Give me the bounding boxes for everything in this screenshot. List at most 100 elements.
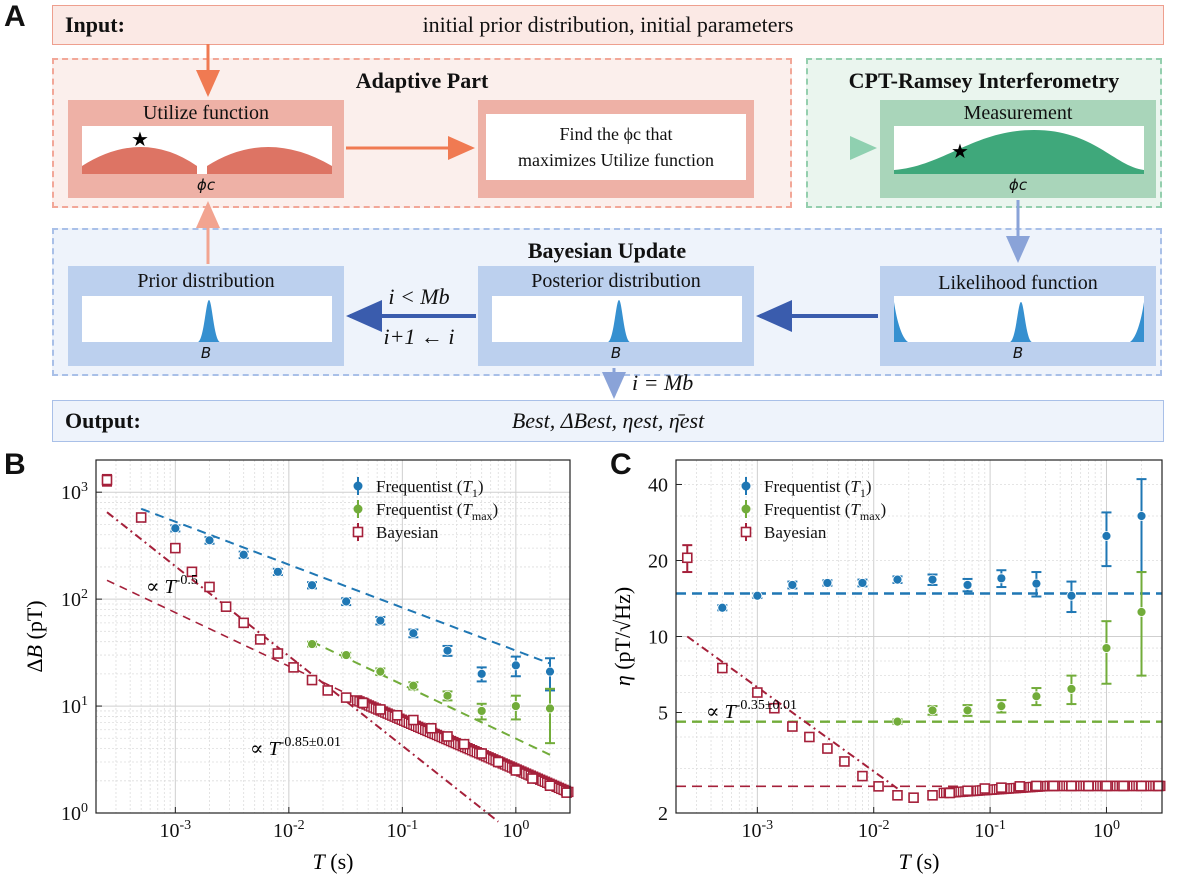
legend-label: Frequentist (T1) — [376, 477, 484, 500]
adaptive-title: Adaptive Part — [355, 68, 489, 93]
fit-line — [686, 635, 899, 790]
series-2-point — [527, 773, 538, 784]
series-2-point — [357, 697, 369, 709]
series-2-point — [391, 709, 403, 721]
y-axis-unit: (pT/√Hz) — [610, 587, 635, 675]
series-2-point — [681, 552, 693, 564]
x-tick-label-exp: 0 — [522, 818, 529, 833]
series-2-point — [272, 648, 284, 659]
x-tick-label-base: 10 — [387, 820, 407, 842]
series-0-point — [545, 666, 555, 677]
x-tick-label: 100 — [1093, 818, 1120, 842]
series-2-point — [1153, 780, 1164, 792]
star-icon: ★ — [951, 141, 969, 163]
annotation-exp: -0.85±0.01 — [280, 735, 341, 750]
flow-arrows — [196, 44, 1030, 399]
x-tick-label-base: 10 — [974, 820, 994, 842]
legend-label-text: Frequentist ( — [764, 477, 851, 496]
measurement-plot: ★ — [894, 126, 1144, 174]
x-tick-label-exp: -2 — [878, 818, 890, 833]
plot-frame — [95, 459, 571, 814]
legend-label-sub: 1 — [860, 486, 866, 500]
y-tick-label: 5 — [658, 703, 668, 725]
series-2-point — [204, 581, 215, 593]
y-axis-unit: (pT) — [22, 600, 47, 645]
x-tick-label-exp: 0 — [1113, 818, 1120, 833]
series-0-point — [717, 602, 728, 613]
y-tick-label: 40 — [648, 474, 668, 496]
x-axis-unit: (s) — [325, 849, 354, 874]
legend-label-close: ) — [493, 500, 499, 519]
annotation-exp: -0.5 — [176, 573, 198, 588]
series-2-point — [822, 743, 833, 754]
series-2-point — [442, 731, 453, 742]
prior-plot — [82, 296, 332, 342]
prior-curve — [198, 300, 220, 342]
series-0-point — [170, 523, 181, 534]
utilize-curve: ★ — [82, 129, 332, 174]
legend-label-text: Frequentist ( — [376, 477, 463, 496]
loop-update: i+1 ← i — [383, 324, 455, 349]
legend: Frequentist (T1)Frequentist (Tmax)Bayesi… — [740, 477, 886, 542]
x-tick-label-exp: -3 — [179, 818, 191, 833]
legend-marker — [353, 504, 363, 514]
x-axis-var: T — [313, 849, 327, 874]
series-2-point — [857, 770, 868, 782]
legend-marker — [353, 481, 363, 491]
legend-marker — [740, 526, 752, 538]
annotation-var: T — [725, 701, 738, 723]
series-0-point — [1066, 590, 1077, 601]
series-2-point — [962, 785, 973, 797]
series-2-point — [717, 662, 728, 674]
y-tick-label-base: 10 — [61, 482, 81, 504]
x-tick-label: 10-1 — [387, 818, 419, 842]
series-2-point — [510, 765, 522, 776]
y-axis-label: ΔB (pT) — [22, 600, 47, 672]
series-2-point — [1066, 780, 1077, 792]
series-2-point — [839, 756, 850, 767]
x-tick-label: 100 — [502, 818, 529, 842]
measurement-card: Measurement ★ ϕc — [880, 100, 1156, 198]
annotation-prop: ∝ — [706, 701, 725, 723]
series-1-point — [927, 705, 938, 716]
series-2-point — [561, 787, 572, 798]
panel-label-c: C — [610, 448, 632, 481]
y-tick-label: 100 — [61, 801, 88, 825]
y-tick-label-exp: 3 — [81, 480, 88, 495]
series-0-point — [375, 615, 386, 626]
legend: Frequentist (T1)Frequentist (Tmax)Bayesi… — [352, 477, 499, 542]
cpt-title: CPT-Ramsey Interferometry — [848, 68, 1120, 93]
likelihood-plot — [894, 296, 1144, 342]
series-1-point — [408, 680, 419, 691]
series-2-point — [1136, 780, 1147, 792]
series-0-point — [927, 574, 938, 585]
series-0-point — [1031, 578, 1042, 589]
legend-marker — [352, 526, 364, 538]
y-tick-label: 20 — [648, 550, 668, 572]
x-axis-var: T — [899, 849, 913, 874]
legend-label-var: T — [850, 500, 861, 519]
series-2-point — [426, 722, 437, 734]
series-1-point — [375, 666, 386, 677]
posterior-curve — [608, 300, 630, 342]
series-2-point — [476, 748, 487, 759]
loop-condition: i < Mb — [388, 284, 450, 309]
legend-label-close: ) — [866, 477, 872, 496]
series-2-point — [135, 512, 147, 523]
series-0-point — [857, 578, 868, 588]
x-tick-label-base: 10 — [1093, 820, 1113, 842]
x-tick-label: 10-2 — [858, 818, 890, 842]
series-0-point — [341, 596, 352, 607]
posterior-plot — [492, 296, 742, 342]
x-tick-label-base: 10 — [742, 820, 762, 842]
legend-label-text: Frequentist ( — [764, 500, 851, 519]
series-1-point — [341, 650, 352, 660]
series-2-point — [375, 704, 386, 715]
find-line1: Find the ϕc that — [559, 124, 673, 144]
series-0-point — [892, 574, 903, 585]
series-2-point — [873, 781, 884, 792]
x-tick-label-base: 10 — [858, 820, 878, 842]
series-2-point — [944, 787, 956, 799]
utilize-card: Utilize function ★ ϕc — [68, 100, 344, 198]
